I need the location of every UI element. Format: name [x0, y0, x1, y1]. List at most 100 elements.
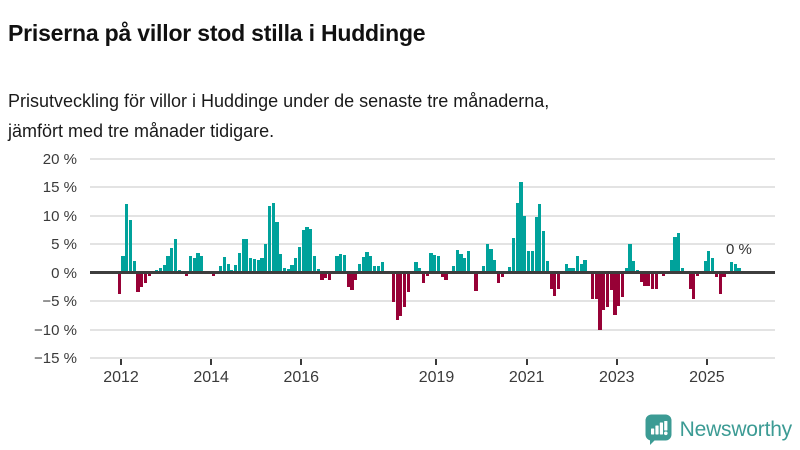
bar-2013-01 [166, 255, 170, 273]
bar-2015-11 [294, 257, 298, 273]
bar-2020-09 [511, 237, 516, 273]
x-axis-label-2021: 2021 [508, 369, 545, 386]
y-gridline-15 [90, 186, 775, 189]
bar-2015-05 [271, 203, 275, 273]
bar-2024-04 [673, 237, 677, 273]
bar-2022-12 [613, 272, 617, 316]
bar-2022-11 [609, 272, 613, 291]
zero-axis-line [90, 271, 775, 275]
bar-2021-12 [568, 267, 572, 273]
bar-2022-02 [575, 256, 580, 273]
bar-2018-12 [433, 255, 437, 273]
bar-2019-08 [463, 258, 467, 273]
bar-2016-08 [327, 272, 332, 281]
bar-2017-07 [369, 256, 373, 273]
bar-2024-01 [662, 272, 666, 277]
bar-2025-04 [718, 272, 722, 294]
latest-value-label: 0 % [726, 241, 752, 258]
bar-2013-03 [173, 238, 178, 273]
bar-2016-03 [309, 228, 313, 273]
bar-2024-08 [688, 272, 692, 289]
bar-2019-03 [444, 272, 448, 281]
bar-2017-09 [376, 265, 380, 273]
y-gridline-20 [90, 157, 775, 160]
bar-2023-10 [650, 272, 655, 289]
bar-2019-06 [455, 249, 459, 273]
bar-2016-11 [339, 253, 343, 273]
bar-2018-07 [414, 262, 418, 273]
bar-2025-02 [711, 258, 715, 273]
bar-2022-03 [579, 263, 583, 273]
bar-2012-05 [136, 272, 140, 293]
y-gridline--10 [90, 328, 775, 331]
bar-2013-09 [196, 253, 200, 273]
bar-2018-04 [403, 272, 407, 307]
bar-2023-08 [643, 272, 647, 287]
bar-2021-09 [557, 272, 561, 289]
bar-2017-08 [373, 266, 377, 273]
bar-2016-07 [324, 272, 328, 279]
bar-2014-11 [249, 258, 253, 273]
bar-2012-07 [143, 272, 148, 283]
x-axis-label-2023: 2023 [598, 369, 635, 386]
bar-2024-06 [681, 267, 685, 273]
bar-2012-01 [121, 255, 125, 273]
bar-2025-05 [722, 272, 726, 278]
y-axis-label-0: 0 % [51, 264, 77, 282]
bar-2024-05 [677, 233, 681, 273]
bar-2012-12 [162, 265, 166, 273]
bar-2021-07 [549, 272, 553, 289]
bar-2016-04 [312, 255, 317, 273]
bar-2012-11 [158, 267, 163, 273]
bar-2014-10 [245, 239, 249, 273]
bar-2015-10 [290, 264, 294, 273]
bar-2020-12 [523, 216, 527, 273]
y-axis-label-20: 20 % [42, 150, 77, 168]
bar-2023-07 [639, 272, 643, 282]
bar-2018-01 [391, 272, 395, 302]
bar-2014-07 [234, 264, 238, 273]
bar-2017-06 [365, 251, 369, 273]
y-axis-label--15: −15 % [34, 350, 77, 368]
subtitle-line-2: jämfört med tre månader tidigare. [8, 121, 275, 141]
x-tick-2025 [705, 358, 708, 365]
bar-2015-03 [264, 244, 268, 273]
subtitle-line-1: Prisutveckling för villor i Huddinge und… [8, 91, 550, 111]
bar-2022-09 [602, 272, 606, 311]
bar-2022-10 [605, 272, 610, 308]
bar-2013-08 [192, 258, 196, 273]
x-axis-label-2014: 2014 [193, 369, 229, 386]
bar-2014-09 [241, 239, 245, 273]
bar-2015-07 [279, 254, 283, 273]
bar-2011-12 [117, 272, 121, 294]
bar-2024-10 [696, 272, 700, 277]
bar-2012-04 [132, 261, 136, 273]
x-axis-label-2016: 2016 [283, 369, 320, 386]
bar-2025-08 [733, 263, 737, 273]
bar-2015-12 [297, 247, 302, 273]
bar-2020-05 [496, 272, 501, 284]
bar-2018-11 [429, 252, 433, 273]
bar-2018-05 [406, 272, 410, 293]
bar-2015-08 [282, 268, 287, 273]
bar-2014-08 [237, 253, 241, 273]
bar-2020-10 [515, 202, 519, 273]
newsworthy-logo[interactable]: Newsworthy [645, 414, 792, 445]
x-axis-label-2019: 2019 [418, 369, 455, 386]
bar-2021-03 [534, 216, 538, 273]
bar-2023-09 [647, 272, 651, 287]
bar-2023-02 [620, 272, 625, 297]
bar-2020-06 [500, 272, 504, 278]
bar-2022-01 [572, 267, 576, 273]
bar-2019-09 [466, 250, 471, 273]
y-axis-label-5: 5 % [51, 236, 77, 254]
bar-2023-11 [654, 272, 658, 289]
bar-2018-03 [399, 272, 403, 316]
bar-2017-10 [380, 262, 384, 273]
bar-2021-06 [545, 261, 549, 273]
y-gridline-10 [90, 214, 775, 217]
bar-2020-08 [508, 267, 512, 273]
bar-2013-06 [185, 272, 189, 277]
